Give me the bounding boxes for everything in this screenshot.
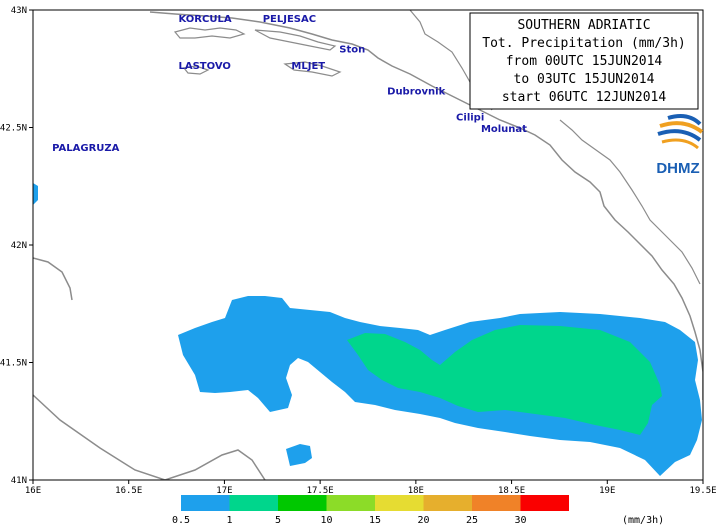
colorbar-level-label: 0.5 bbox=[172, 515, 190, 526]
dhmz-swirl-logo: DHMZ bbox=[656, 114, 704, 177]
colorbar-level-label: 30 bbox=[514, 515, 526, 526]
lon-tick-label: 16.5E bbox=[115, 486, 142, 496]
colorbar-unit: (mm/3h) bbox=[622, 515, 664, 526]
lon-tick-label: 19E bbox=[599, 486, 615, 496]
place-labels: KORCULA PELJESAC Ston LASTOVO MLJET Dubrovnik… bbox=[52, 14, 527, 154]
title-line-3: from 00UTC 15JUN2014 bbox=[506, 54, 663, 69]
colorbar-swatch bbox=[326, 495, 375, 511]
lon-tick-label: 19.5E bbox=[689, 486, 716, 496]
lon-tick-label: 17.5E bbox=[307, 486, 334, 496]
island-mljet bbox=[283, 61, 342, 77]
lon-tick-label: 17E bbox=[216, 486, 232, 496]
title-line-2: Tot. Precipitation (mm/3h) bbox=[482, 36, 686, 51]
colorbar-swatch bbox=[472, 495, 521, 511]
title-line-1: SOUTHERN ADRIATIC bbox=[517, 18, 650, 33]
lon-tick-label: 18E bbox=[408, 486, 424, 496]
lon-tick-label: 18.5E bbox=[498, 486, 525, 496]
colorbar-swatch bbox=[181, 495, 230, 511]
lat-tick-label: 43N bbox=[11, 6, 27, 16]
lat-tick-label: 41.5N bbox=[0, 359, 27, 369]
place-label: Dubrovnik bbox=[387, 87, 445, 98]
lon-tick-label: 16E bbox=[25, 486, 41, 496]
title-box: SOUTHERN ADRIATIC Tot. Precipitation (mm… bbox=[469, 12, 699, 110]
island-peljesac bbox=[254, 29, 337, 51]
place-label: Cilipi bbox=[456, 112, 484, 123]
lat-tick-label: 41N bbox=[11, 476, 27, 486]
colorbar-level-label: 25 bbox=[466, 515, 478, 526]
place-label: PALAGRUZA bbox=[52, 143, 120, 154]
place-label: Molunat bbox=[481, 124, 527, 135]
colorbar-swatch bbox=[278, 495, 327, 511]
precip-area-low-small bbox=[286, 444, 312, 466]
colorbar-swatch bbox=[229, 495, 278, 511]
place-label: MLJET bbox=[291, 61, 325, 72]
colorbar-level-label: 15 bbox=[369, 515, 381, 526]
island-korcula bbox=[173, 27, 246, 39]
place-label: Ston bbox=[339, 44, 365, 55]
coastline-croatia bbox=[149, 11, 703, 400]
title-line-5: start 06UTC 12JUN2014 bbox=[502, 90, 667, 105]
latitude-axis: 41N 41.5N 42N 42.5N 43N bbox=[0, 6, 33, 486]
place-label: KORCULA bbox=[178, 14, 231, 25]
place-label: LASTOVO bbox=[178, 61, 230, 72]
coastline-italy bbox=[33, 257, 266, 480]
longitude-axis: 16E 16.5E 17E 17.5E 18E 18.5E 19E 19.5E bbox=[25, 480, 717, 496]
colorbar-level-label: 1 bbox=[226, 515, 232, 526]
colorbar: 0.5 1 5 10 15 20 25 30 bbox=[172, 495, 569, 526]
colorbar-swatch bbox=[375, 495, 424, 511]
precip-area-mid bbox=[347, 325, 662, 435]
colorbar-level-label: 20 bbox=[417, 515, 429, 526]
lat-tick-label: 42N bbox=[11, 241, 27, 251]
place-label: PELJESAC bbox=[263, 14, 316, 25]
title-line-4: to 03UTC 15JUN2014 bbox=[514, 72, 655, 87]
logo-text: DHMZ bbox=[656, 160, 699, 177]
colorbar-swatch bbox=[520, 495, 569, 511]
precip-area-low-edge bbox=[33, 183, 38, 205]
island-lastovo bbox=[182, 65, 210, 75]
lat-tick-label: 42.5N bbox=[0, 124, 27, 134]
colorbar-swatch bbox=[423, 495, 472, 511]
colorbar-level-label: 10 bbox=[320, 515, 332, 526]
colorbar-level-label: 5 bbox=[275, 515, 281, 526]
